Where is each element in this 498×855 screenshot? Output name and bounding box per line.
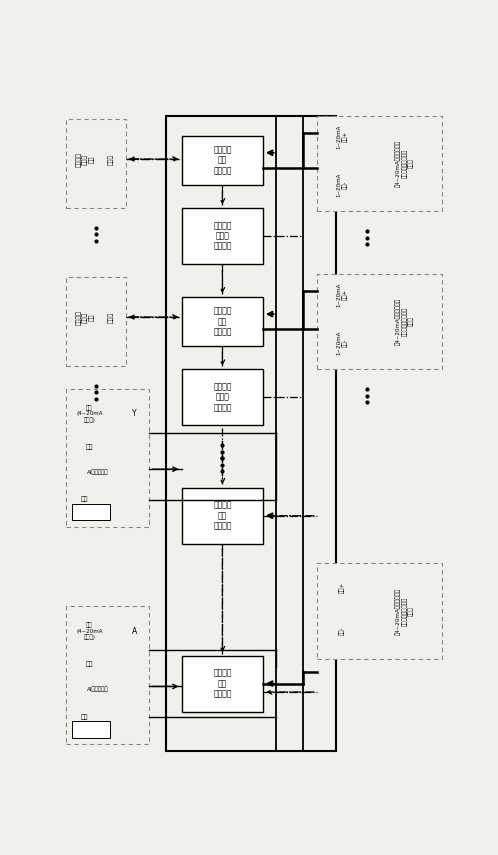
Text: 采样电阻: 采样电阻 (85, 510, 98, 515)
Text: 信号线: 信号线 (108, 153, 114, 165)
Text: 1~20mA
信号+: 1~20mA 信号+ (336, 283, 348, 307)
Bar (72, 504, 110, 521)
Text: （4~20mA隔离信号源）
（需独立电源供电）
输出路: （4~20mA隔离信号源） （需独立电源供电） 输出路 (395, 298, 414, 345)
Bar (166, 115, 336, 751)
Bar (66, 389, 149, 528)
Text: 目标
(4~20mA
信号源): 目标 (4~20mA 信号源) (76, 405, 103, 423)
Text: （4~20mA隔离信号源）
（需独立电源供电）
输出路: （4~20mA隔离信号源） （需独立电源供电） 输出路 (395, 587, 414, 634)
Text: 信号+: 信号+ (339, 581, 345, 593)
Text: 目标
(4~20mA
信号源): 目标 (4~20mA 信号源) (76, 622, 103, 640)
Bar (182, 656, 263, 711)
Text: A: A (131, 627, 137, 635)
Bar (66, 277, 126, 366)
Text: 采样调理
电路
工作电源: 采样调理 电路 工作电源 (213, 669, 232, 699)
Text: （4~20mA隔离信号源）
（需独立电源供电）
输出路: （4~20mA隔离信号源） （需独立电源供电） 输出路 (395, 140, 414, 187)
Text: 电源: 电源 (86, 445, 93, 450)
Text: 信号隔离
变换及
工作电源: 信号隔离 变换及 工作电源 (213, 221, 232, 251)
Text: 信号-: 信号- (339, 626, 345, 634)
Text: 信号隔离
变换及
工作电源: 信号隔离 变换及 工作电源 (213, 382, 232, 412)
Text: 信号线: 信号线 (108, 311, 114, 322)
Text: 电源: 电源 (81, 714, 88, 720)
Text: 采样调理
电路
工作电源: 采样调理 电路 工作电源 (213, 145, 232, 175)
Text: 采样调理
电路
工作电源: 采样调理 电路 工作电源 (213, 307, 232, 336)
Text: AI信号输入端: AI信号输入端 (87, 687, 109, 692)
Bar (66, 606, 149, 745)
Bar (182, 297, 263, 346)
Bar (182, 208, 263, 264)
Bar (66, 119, 126, 208)
Text: 电源: 电源 (86, 662, 93, 667)
Bar (317, 115, 442, 211)
Text: 目标负载
或监控
装置: 目标负载 或监控 装置 (76, 151, 95, 167)
Bar (182, 369, 263, 425)
Bar (72, 721, 110, 738)
Text: 1~20mA
信号-: 1~20mA 信号- (336, 173, 348, 197)
Text: 电源: 电源 (81, 497, 88, 503)
Text: 采样调理
电路
工作电源: 采样调理 电路 工作电源 (213, 501, 232, 531)
Text: AI信号输入端: AI信号输入端 (87, 469, 109, 475)
Bar (317, 274, 442, 369)
Bar (317, 563, 442, 659)
Text: Y: Y (132, 410, 136, 418)
Bar (182, 136, 263, 185)
Bar (182, 487, 263, 544)
Text: 1~20mA
信号-: 1~20mA 信号- (336, 330, 348, 355)
Text: 采样电阻: 采样电阻 (85, 727, 98, 732)
Text: 目标负载
或监控
装置: 目标负载 或监控 装置 (76, 310, 95, 325)
Text: 1~20mA
信号+: 1~20mA 信号+ (336, 125, 348, 149)
